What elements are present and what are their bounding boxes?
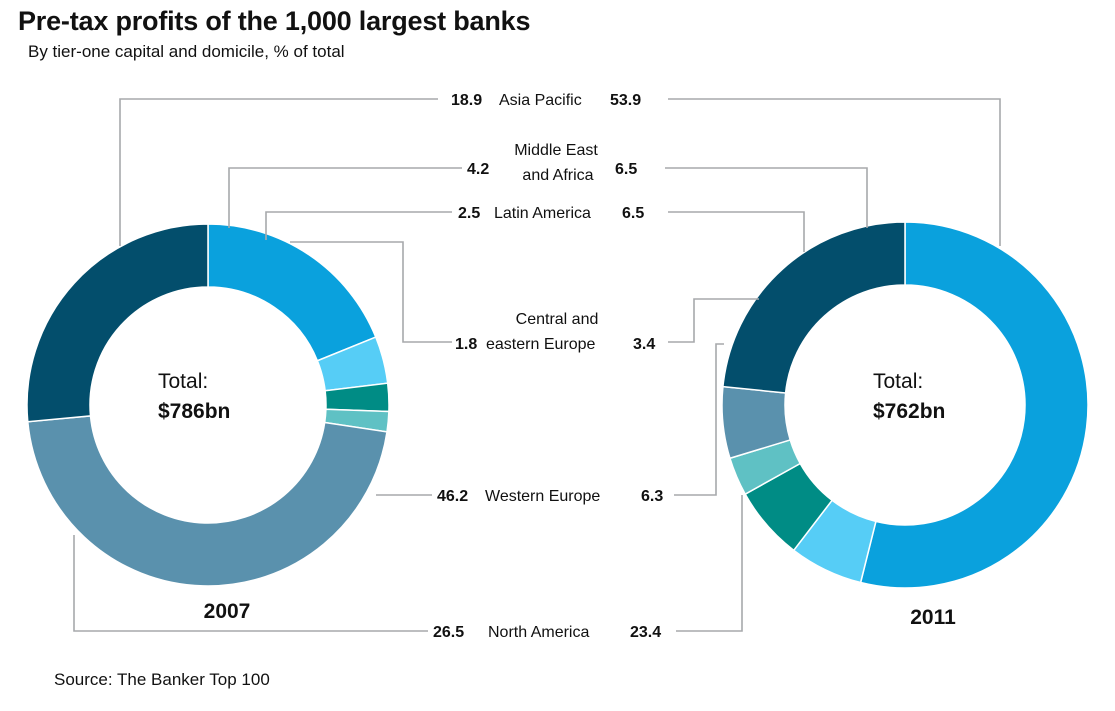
leader-we-2011	[674, 343, 724, 496]
total-label-2007: Total:	[158, 370, 208, 393]
value-2007-asia-pacific: 18.9	[451, 92, 482, 109]
leader-na-2007	[73, 535, 428, 632]
leader-na-2011	[676, 495, 743, 632]
value-2011-cee: 3.4	[633, 336, 655, 353]
leader-asia-pacific-2007	[119, 98, 438, 246]
label-mea-line2: and Africa	[522, 167, 593, 184]
source-note: Source: The Banker Top 100	[54, 670, 270, 689]
value-2011-latam: 6.5	[622, 205, 644, 222]
value-2007-north-america: 26.5	[433, 624, 464, 641]
label-cee-line1: Central and	[516, 311, 599, 328]
slice-2011-asia-pacific	[859, 221, 1089, 589]
label-asia-pacific: Asia Pacific	[499, 92, 582, 109]
region-labels: 18.9 Asia Pacific 53.9 4.2 Middle East a…	[433, 92, 663, 641]
leader-latam-2007	[265, 211, 452, 240]
slice-2011-north-america	[722, 221, 906, 394]
total-value-2011: $762bn	[873, 400, 945, 423]
slice-2007-north-america	[26, 223, 209, 423]
value-2007-mea: 4.2	[467, 161, 489, 178]
donut-2007	[26, 223, 390, 587]
slice-2007-asia-pacific	[207, 223, 377, 362]
label-western-europe: Western Europe	[485, 488, 600, 505]
leader-lines	[73, 98, 1001, 632]
year-label-2011: 2011	[910, 606, 956, 629]
value-2011-mea: 6.5	[615, 161, 637, 178]
value-2011-western-europe: 6.3	[641, 488, 663, 505]
total-label-2011: Total:	[873, 370, 923, 393]
value-2007-latam: 2.5	[458, 205, 480, 222]
donut-2011	[721, 221, 1089, 589]
chart-title: Pre-tax profits of the 1,000 largest ban…	[18, 6, 531, 36]
label-mea-line1: Middle East	[514, 142, 598, 159]
leader-mea-2007	[228, 167, 462, 228]
label-north-america: North America	[488, 624, 589, 641]
leader-latam-2011	[668, 211, 805, 252]
year-label-2007: 2007	[204, 600, 251, 623]
leader-mea-2011	[665, 167, 868, 228]
value-2007-cee: 1.8	[455, 336, 477, 353]
label-cee-line2: eastern Europe	[486, 336, 596, 353]
leader-cee-2007	[290, 241, 452, 343]
value-2007-western-europe: 46.2	[437, 488, 468, 505]
value-2011-asia-pacific: 53.9	[610, 92, 641, 109]
leader-cee-2011	[668, 298, 759, 343]
value-2011-north-america: 23.4	[630, 624, 661, 641]
total-value-2007: $786bn	[158, 400, 230, 423]
slice-2007-western-europe	[26, 415, 388, 587]
label-latam: Latin America	[494, 205, 591, 222]
leader-asia-pacific-2011	[668, 98, 1001, 246]
chart-subtitle: By tier-one capital and domicile, % of t…	[28, 42, 345, 61]
